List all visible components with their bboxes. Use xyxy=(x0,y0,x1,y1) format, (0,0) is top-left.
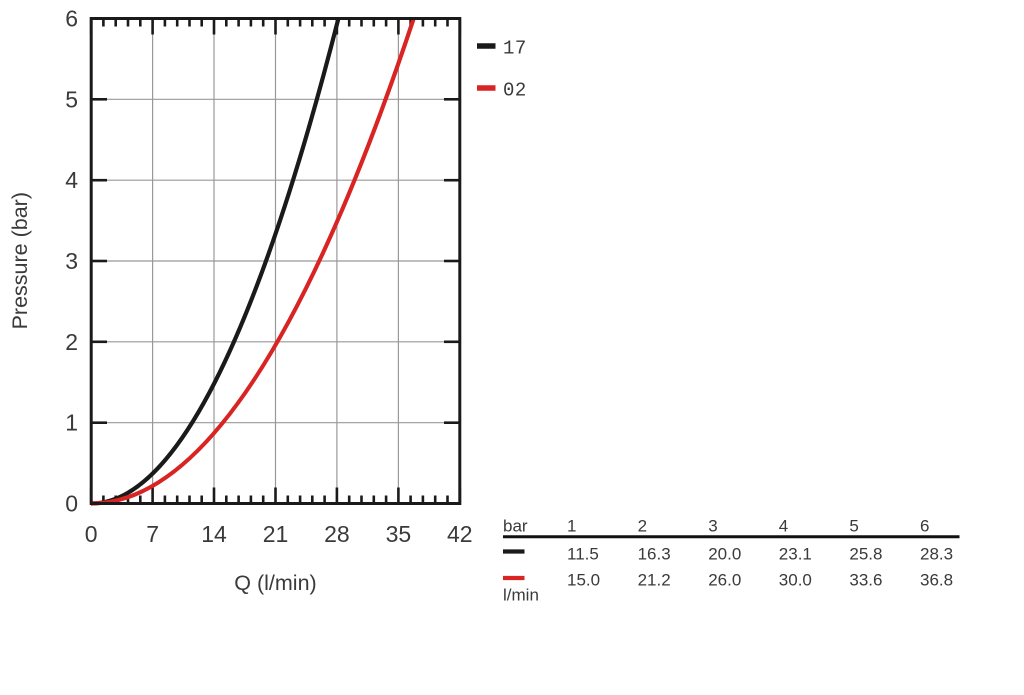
svg-text:25.8: 25.8 xyxy=(849,545,882,564)
svg-text:02: 02 xyxy=(503,80,527,102)
svg-text:2: 2 xyxy=(638,517,647,536)
svg-text:6: 6 xyxy=(65,6,78,32)
svg-text:0: 0 xyxy=(65,491,78,517)
svg-text:17: 17 xyxy=(503,38,527,60)
svg-text:5: 5 xyxy=(849,517,858,536)
svg-text:11.5: 11.5 xyxy=(567,545,599,564)
svg-text:4: 4 xyxy=(65,167,78,193)
svg-text:28.3: 28.3 xyxy=(920,545,953,564)
svg-text:bar: bar xyxy=(503,517,528,536)
svg-text:0: 0 xyxy=(85,521,98,547)
svg-text:42: 42 xyxy=(447,521,473,547)
svg-text:l/min: l/min xyxy=(503,586,539,605)
svg-text:7: 7 xyxy=(146,521,159,547)
svg-text:1: 1 xyxy=(567,517,576,536)
svg-text:16.3: 16.3 xyxy=(638,545,671,564)
svg-text:2: 2 xyxy=(65,329,78,355)
svg-text:Q (l/min): Q (l/min) xyxy=(234,571,316,595)
svg-text:33.6: 33.6 xyxy=(849,571,882,590)
svg-text:3: 3 xyxy=(708,517,717,536)
svg-text:1: 1 xyxy=(65,410,78,436)
svg-text:Pressure (bar): Pressure (bar) xyxy=(8,192,32,329)
svg-text:28: 28 xyxy=(324,521,350,547)
svg-text:30.0: 30.0 xyxy=(779,571,812,590)
svg-text:3: 3 xyxy=(65,248,78,274)
svg-text:15.0: 15.0 xyxy=(567,571,600,590)
svg-text:5: 5 xyxy=(65,86,78,112)
svg-text:20.0: 20.0 xyxy=(708,545,741,564)
svg-text:35: 35 xyxy=(386,521,412,547)
svg-text:23.1: 23.1 xyxy=(779,545,812,564)
svg-text:6: 6 xyxy=(920,517,929,536)
svg-text:21.2: 21.2 xyxy=(638,571,671,590)
svg-text:26.0: 26.0 xyxy=(708,571,741,590)
svg-text:36.8: 36.8 xyxy=(920,571,953,590)
svg-text:14: 14 xyxy=(201,521,227,547)
svg-text:4: 4 xyxy=(779,517,788,536)
svg-text:21: 21 xyxy=(263,521,289,547)
